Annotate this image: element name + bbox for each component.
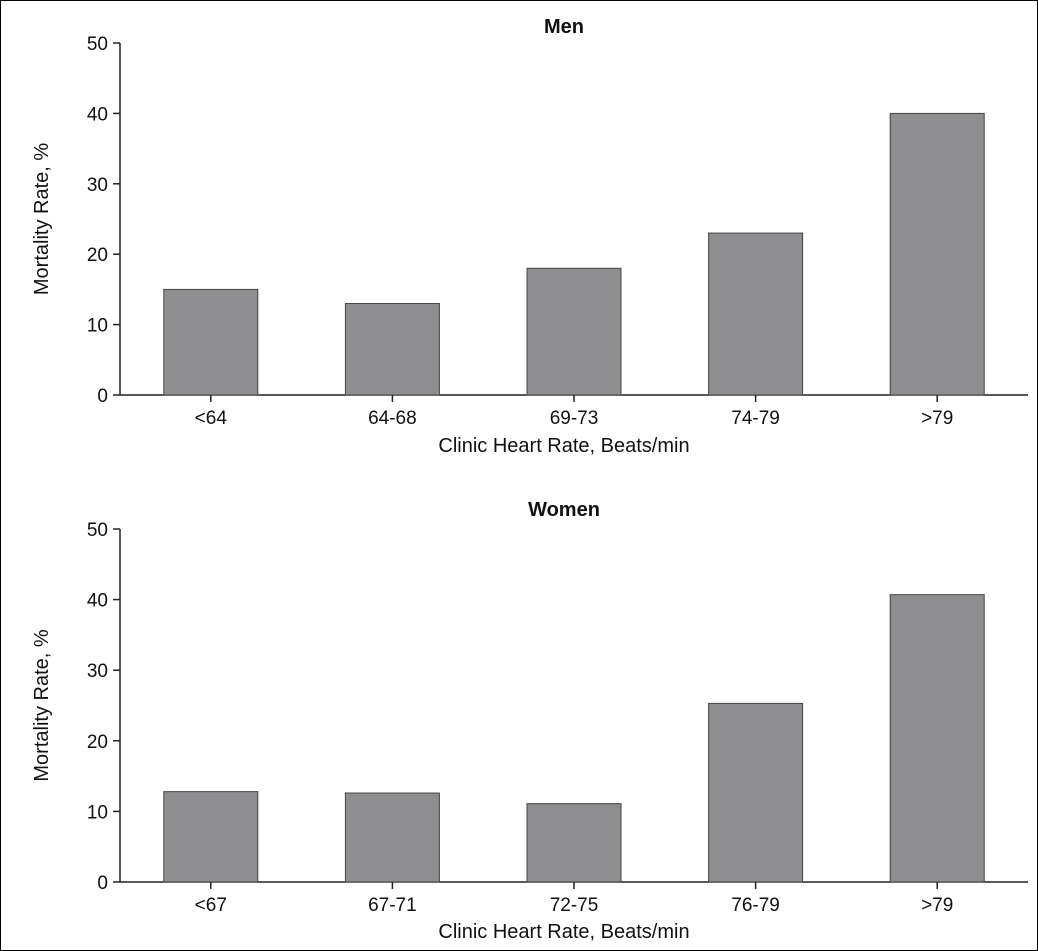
bar — [344, 302, 440, 396]
bar — [526, 267, 622, 396]
x-tick-label: >79 — [921, 895, 953, 916]
y-tick-label: 20 — [87, 245, 108, 266]
x-tick-label: >79 — [921, 408, 953, 429]
bar — [889, 594, 985, 883]
y-tick-label: 40 — [87, 104, 108, 125]
chart-title: Women — [528, 499, 600, 521]
x-axis-label: Clinic Heart Rate, Beats/min — [438, 921, 689, 943]
y-tick-label: 40 — [87, 591, 108, 612]
x-tick-label: 76-79 — [731, 895, 780, 916]
y-tick-label: 10 — [87, 316, 108, 337]
x-tick-label: <67 — [195, 895, 227, 916]
y-tick-label: 20 — [87, 732, 108, 753]
y-tick-label: 0 — [97, 873, 108, 894]
y-tick-label: 50 — [87, 34, 108, 55]
x-tick-label: 64-68 — [368, 408, 417, 429]
y-tick-label: 10 — [87, 802, 108, 823]
bar — [708, 702, 804, 883]
bar — [708, 232, 804, 396]
y-tick-label: 0 — [97, 386, 108, 407]
y-tick-label: 30 — [87, 175, 108, 196]
x-axis-label: Clinic Heart Rate, Beats/min — [438, 435, 689, 457]
chart-title: Men — [544, 16, 584, 38]
x-tick-label: 72-75 — [550, 895, 599, 916]
bar — [163, 288, 259, 396]
y-tick-label: 50 — [87, 520, 108, 541]
y-axis-label: Mortality Rate, % — [31, 629, 53, 781]
bar — [344, 792, 440, 883]
x-tick-label: 74-79 — [731, 408, 780, 429]
x-tick-label: 67-71 — [368, 895, 417, 916]
y-tick-label: 30 — [87, 661, 108, 682]
y-axis-label: Mortality Rate, % — [31, 143, 53, 295]
bar — [526, 803, 622, 883]
bar — [889, 112, 985, 396]
x-tick-label: 69-73 — [550, 408, 599, 429]
x-tick-label: <64 — [195, 408, 228, 429]
bar — [163, 791, 259, 883]
